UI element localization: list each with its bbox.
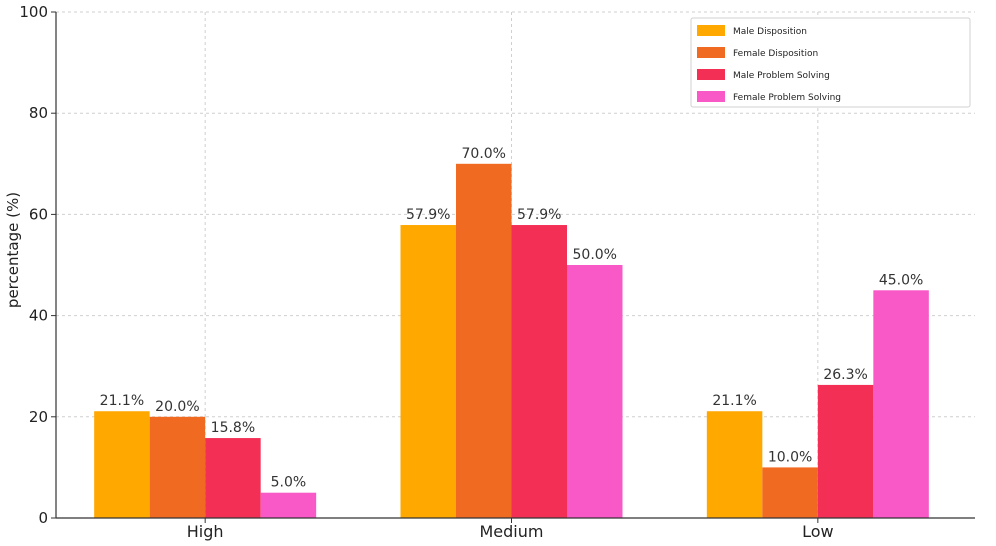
bar-high-male-disposition <box>94 411 150 518</box>
bar-low-male-disposition <box>706 411 763 518</box>
legend-label: Male Problem Solving <box>733 71 830 81</box>
data-label: 45.0% <box>879 272 923 288</box>
y-tick-label: 100 <box>19 3 48 21</box>
x-tick-label: Medium <box>480 522 544 541</box>
y-tick-label: 60 <box>29 205 48 223</box>
data-label: 50.0% <box>573 247 617 263</box>
y-axis-title: percentage (%) <box>4 192 22 308</box>
legend-label: Female Problem Solving <box>733 93 841 103</box>
bars <box>94 163 929 519</box>
data-label: 20.0% <box>155 399 199 415</box>
legend: Male Disposition Female Disposition Male P… <box>690 17 971 108</box>
data-label: 15.8% <box>211 420 255 436</box>
legend-label: Female Disposition <box>733 49 818 59</box>
bar-medium-female-disposition <box>456 163 512 519</box>
bar-high-female-problem-solving <box>260 492 317 518</box>
legend-swatch <box>697 91 725 102</box>
y-tick-label: 20 <box>29 408 48 426</box>
y-tick-label: 0 <box>38 509 48 527</box>
bar-high-female-disposition <box>149 416 206 518</box>
bar-low-male-problem-solving <box>817 384 874 518</box>
bar-medium-male-problem-solving <box>511 225 567 518</box>
legend-swatch <box>697 69 725 80</box>
data-label: 57.9% <box>406 207 450 223</box>
bar-high-male-problem-solving <box>205 438 261 518</box>
axes <box>55 12 975 519</box>
legend-label: Male Disposition <box>733 27 807 37</box>
data-label: 57.9% <box>517 207 561 223</box>
data-label: 21.1% <box>100 393 144 409</box>
legend-swatch <box>697 25 725 36</box>
data-label: 70.0% <box>462 146 506 162</box>
data-label: 5.0% <box>271 475 307 491</box>
bar-low-female-problem-solving <box>873 290 929 518</box>
data-label: 10.0% <box>768 449 812 465</box>
x-tick-label: Low <box>802 522 834 541</box>
bar-medium-male-disposition <box>400 225 456 518</box>
y-tick-label: 80 <box>29 104 48 122</box>
data-label: 26.3% <box>823 367 867 383</box>
bar-low-female-disposition <box>762 467 818 518</box>
axis-ticks: 0 20 40 60 80 100 High Medium Low <box>19 3 833 541</box>
legend-box <box>690 17 971 108</box>
data-label: 21.1% <box>712 393 756 409</box>
x-tick-label: High <box>187 522 224 541</box>
legend-swatch <box>697 47 725 58</box>
legend-items: Male Disposition Female Disposition Male P… <box>697 25 841 103</box>
data-labels: 21.1% 20.0% 15.8% 5.0% 57.9% 70.0% 57.9% 50.0% 2… <box>100 146 924 491</box>
bar-medium-female-problem-solving <box>567 265 623 518</box>
y-tick-label: 40 <box>29 307 48 325</box>
